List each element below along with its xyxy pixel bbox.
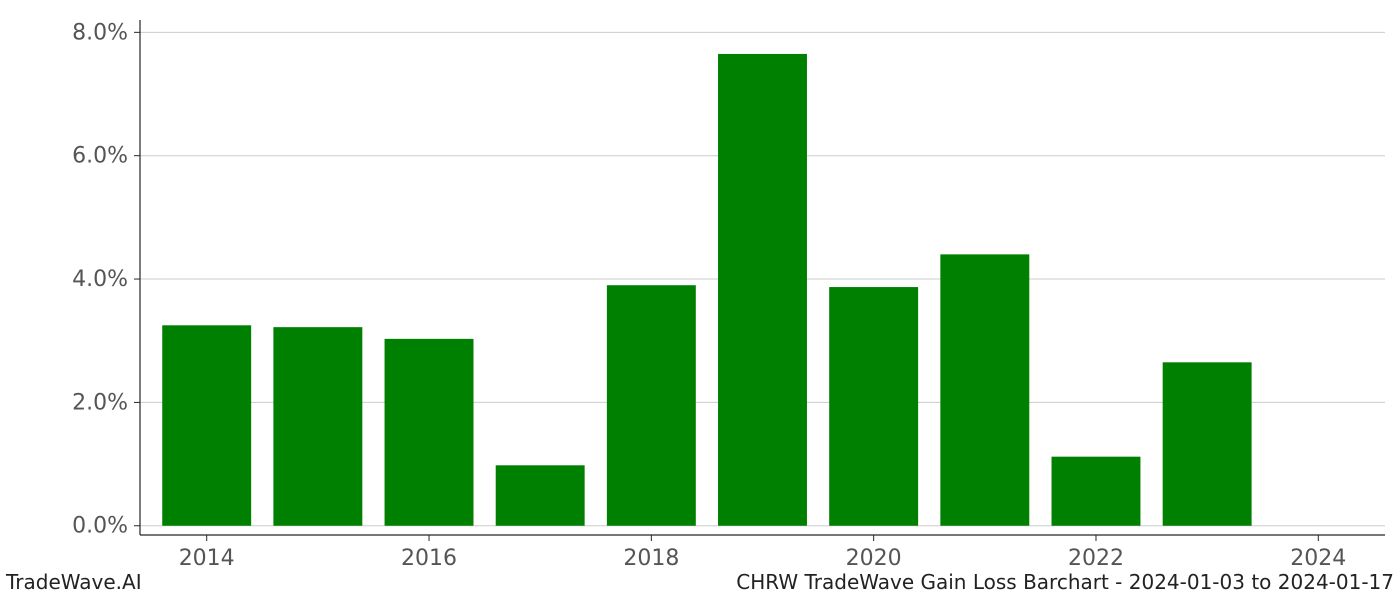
bar-2015 bbox=[273, 327, 362, 526]
y-tick-label: 8.0% bbox=[72, 20, 128, 45]
bar-2023 bbox=[1163, 362, 1252, 525]
y-tick-label: 4.0% bbox=[72, 267, 128, 292]
bar-2021 bbox=[940, 254, 1029, 525]
bar-2016 bbox=[385, 339, 474, 526]
bar-2022 bbox=[1052, 457, 1141, 526]
bar-2014 bbox=[162, 325, 251, 525]
y-tick-label: 2.0% bbox=[72, 390, 128, 415]
bar-2019 bbox=[718, 54, 807, 526]
x-tick-label: 2022 bbox=[1068, 546, 1124, 571]
x-tick-label: 2024 bbox=[1290, 546, 1346, 571]
chart-container: 2014 2016 2018 2020 2022 2024 0.0% 2.0% 4.0% 6.0%… bbox=[0, 0, 1400, 600]
x-tick-label: 2018 bbox=[623, 546, 679, 571]
x-tick-label: 2014 bbox=[179, 546, 235, 571]
bar-2020 bbox=[829, 287, 918, 526]
footer-right-text: CHRW TradeWave Gain Loss Barchart - 2024… bbox=[736, 570, 1394, 594]
bar-chart: 2014 2016 2018 2020 2022 2024 0.0% 2.0% 4.0% 6.0%… bbox=[0, 0, 1400, 600]
footer-left-text: TradeWave.AI bbox=[6, 570, 142, 594]
y-tick-label: 6.0% bbox=[72, 144, 128, 169]
x-tick-label: 2020 bbox=[846, 546, 902, 571]
x-tick-label: 2016 bbox=[401, 546, 457, 571]
bar-2018 bbox=[607, 285, 696, 526]
y-tick-label: 0.0% bbox=[72, 514, 128, 539]
bar-2017 bbox=[496, 465, 585, 525]
